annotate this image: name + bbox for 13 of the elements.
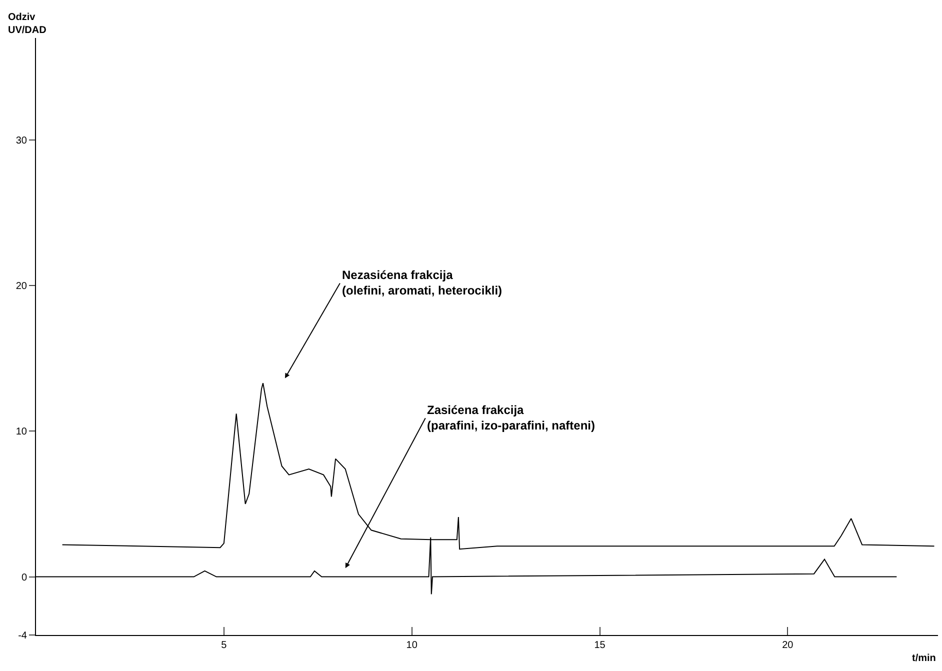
x-axis-title: t/min: [912, 653, 936, 664]
y-tick-label: 30: [16, 135, 28, 146]
x-tick-label: 10: [406, 640, 418, 651]
x-tick-label: 20: [782, 640, 794, 651]
annotation: Zasićena frakcija (parafini, izo-parafini, nafteni): [427, 403, 596, 433]
y-tick-label: 10: [16, 426, 28, 438]
y-tick-label: 0: [21, 572, 28, 584]
annotation: Nezasićena frakcija (olefini, aromati, heterocikli): [342, 268, 502, 298]
y-tick-label: -4: [18, 630, 28, 642]
y-tick-label: 20: [16, 281, 28, 292]
x-tick-label: 5: [221, 640, 228, 651]
y-axis-title: Odziv UV/DAD: [8, 12, 46, 36]
x-tick-label: 15: [594, 640, 606, 651]
